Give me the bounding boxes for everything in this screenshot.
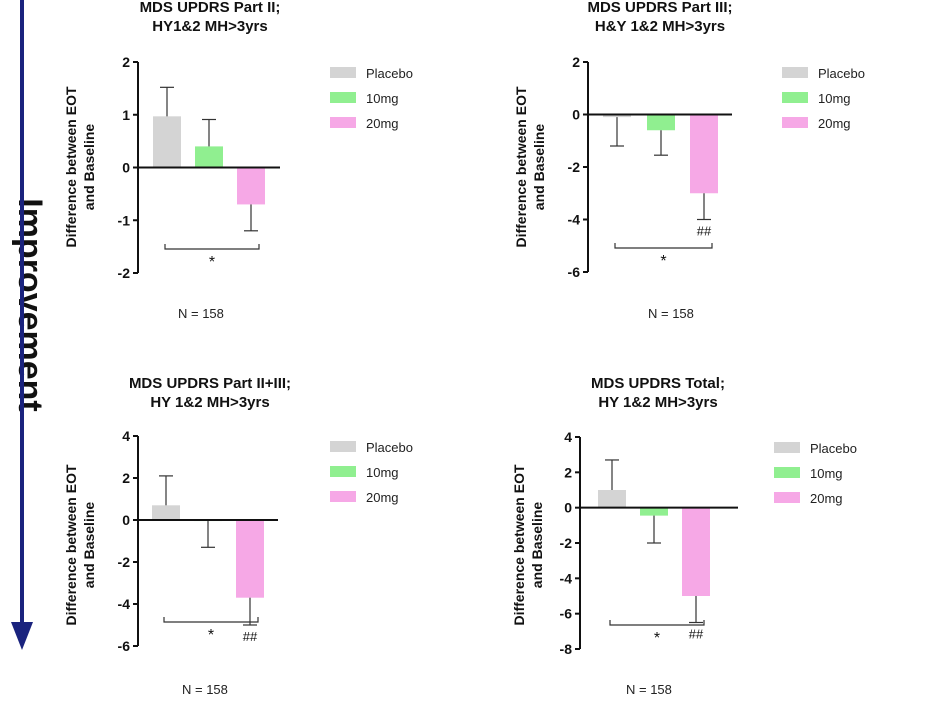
legend-swatch-10mg: [782, 92, 808, 103]
chart-panel-part2: MDS UPDRS Part II; HY1&2 MH>3yrs Differe…: [60, 0, 460, 330]
bar-10mg: [640, 507, 668, 516]
legend-label: 20mg: [366, 116, 399, 131]
legend-label: 20mg: [366, 490, 399, 505]
y-tick-label: 2: [564, 464, 572, 480]
bar-10mg: [195, 146, 223, 168]
legend-label: Placebo: [818, 66, 865, 81]
legend-label: 10mg: [366, 465, 399, 480]
chart-panel-total: MDS UPDRS Total; HY 1&2 MH>3yrs Differen…: [508, 374, 908, 706]
n-label: N = 158: [648, 306, 694, 321]
chart-title-line: HY 1&2 MH>3yrs: [150, 394, 270, 411]
bar-annotation: ##: [243, 629, 258, 644]
legend-swatch-20mg: [774, 492, 800, 503]
significance-marker: *: [209, 254, 215, 271]
bar-chart: ## -8 -6 -4 -2 0 2 4 * Placebo 10mg 20mg: [560, 429, 857, 657]
y-tick-label: -4: [560, 570, 573, 586]
y-tick-label: 0: [572, 107, 580, 123]
legend-swatch-placebo: [330, 441, 356, 452]
bar-20mg: [690, 114, 718, 194]
legend-swatch-20mg: [330, 117, 356, 128]
n-label: N = 158: [182, 682, 228, 697]
y-tick-label: -6: [560, 606, 573, 622]
bar-chart: ## -6 -4 -2 0 2 4 * Placebo 10mg 20mg: [118, 428, 413, 654]
y-tick-label: 0: [564, 500, 572, 516]
significance-marker: *: [208, 627, 214, 644]
bar-placebo: [603, 114, 631, 118]
chart-title-line: MDS UPDRS Part II+III;: [128, 375, 292, 392]
legend-swatch-10mg: [330, 466, 356, 477]
y-tick-label: 4: [564, 429, 572, 445]
y-tick-label: 0: [122, 160, 130, 176]
y-tick-label: 2: [122, 54, 130, 70]
y-tick-label: -2: [568, 159, 581, 175]
legend-swatch-10mg: [774, 467, 800, 478]
chart-title: MDS UPDRS Total; HY 1&2 MH>3yrs: [508, 374, 808, 412]
legend-swatch-placebo: [782, 67, 808, 78]
bar-placebo: [153, 116, 181, 168]
legend-swatch-20mg: [330, 491, 356, 502]
y-tick-label: -6: [568, 264, 581, 280]
legend-label: Placebo: [810, 441, 857, 456]
y-tick-label: 2: [122, 470, 130, 486]
n-label: N = 158: [626, 682, 672, 697]
legend-swatch-10mg: [330, 92, 356, 103]
y-tick-label: 4: [122, 428, 130, 444]
legend-swatch-placebo: [330, 67, 356, 78]
chart-title-line: H&Y 1&2 MH>3yrs: [594, 18, 726, 35]
chart-title-line: MDS UPDRS Part III;: [587, 0, 733, 16]
chart-panel-part3: MDS UPDRS Part III; H&Y 1&2 MH>3yrs Diff…: [510, 0, 910, 330]
legend-label: Placebo: [366, 440, 413, 455]
chart-panel-part2-3: MDS UPDRS Part II+III; HY 1&2 MH>3yrs Di…: [60, 374, 460, 706]
improvement-arrow: [11, 0, 33, 650]
significance-bracket: [614, 243, 713, 249]
legend-label: Placebo: [366, 66, 413, 81]
y-tick-label: -4: [118, 596, 131, 612]
chart-title: MDS UPDRS Part III; H&Y 1&2 MH>3yrs: [510, 0, 810, 36]
y-tick-label: -1: [118, 212, 131, 228]
y-tick-label: -4: [568, 212, 581, 228]
legend-label: 10mg: [818, 91, 851, 106]
y-tick-label: -2: [118, 554, 131, 570]
n-label: N = 158: [178, 306, 224, 321]
bar-20mg: [237, 167, 265, 205]
chart-title: MDS UPDRS Part II+III; HY 1&2 MH>3yrs: [60, 374, 360, 412]
significance-marker: *: [654, 630, 660, 647]
y-tick-label: 0: [122, 512, 130, 528]
significance-bracket: [164, 244, 260, 250]
bar-placebo: [598, 490, 626, 508]
legend-label: 10mg: [366, 91, 399, 106]
bar-placebo: [152, 505, 180, 520]
chart-title: MDS UPDRS Part II; HY1&2 MH>3yrs: [60, 0, 360, 36]
bar-chart: -2 -1 0 1 2 * Placebo 10mg 20mg: [118, 54, 413, 281]
bar-chart: ## -6 -4 -2 0 2 * Placebo 10mg 20mg: [568, 54, 865, 280]
y-tick-label: 1: [122, 107, 130, 123]
significance-marker: *: [660, 253, 666, 270]
legend-label: 20mg: [810, 491, 843, 506]
bar-20mg: [682, 507, 710, 596]
chart-title-line: HY1&2 MH>3yrs: [152, 18, 268, 35]
bar-annotation: ##: [689, 627, 704, 642]
bar-annotation: ##: [697, 224, 712, 239]
legend-swatch-20mg: [782, 117, 808, 128]
legend-swatch-placebo: [774, 442, 800, 453]
y-tick-label: 2: [572, 54, 580, 70]
y-tick-label: -8: [560, 641, 573, 657]
y-tick-label: -2: [118, 265, 131, 281]
y-tick-label: -2: [560, 535, 573, 551]
chart-title-line: MDS UPDRS Total;: [591, 375, 725, 392]
chart-title-line: MDS UPDRS Part II;: [139, 0, 281, 16]
bar-10mg: [647, 114, 675, 131]
legend-label: 10mg: [810, 466, 843, 481]
significance-bracket: [163, 617, 259, 623]
y-tick-label: -6: [118, 638, 131, 654]
significance-bracket: [609, 620, 705, 626]
chart-title-line: HY 1&2 MH>3yrs: [598, 394, 718, 411]
legend-label: 20mg: [818, 116, 851, 131]
bar-20mg: [236, 520, 264, 598]
